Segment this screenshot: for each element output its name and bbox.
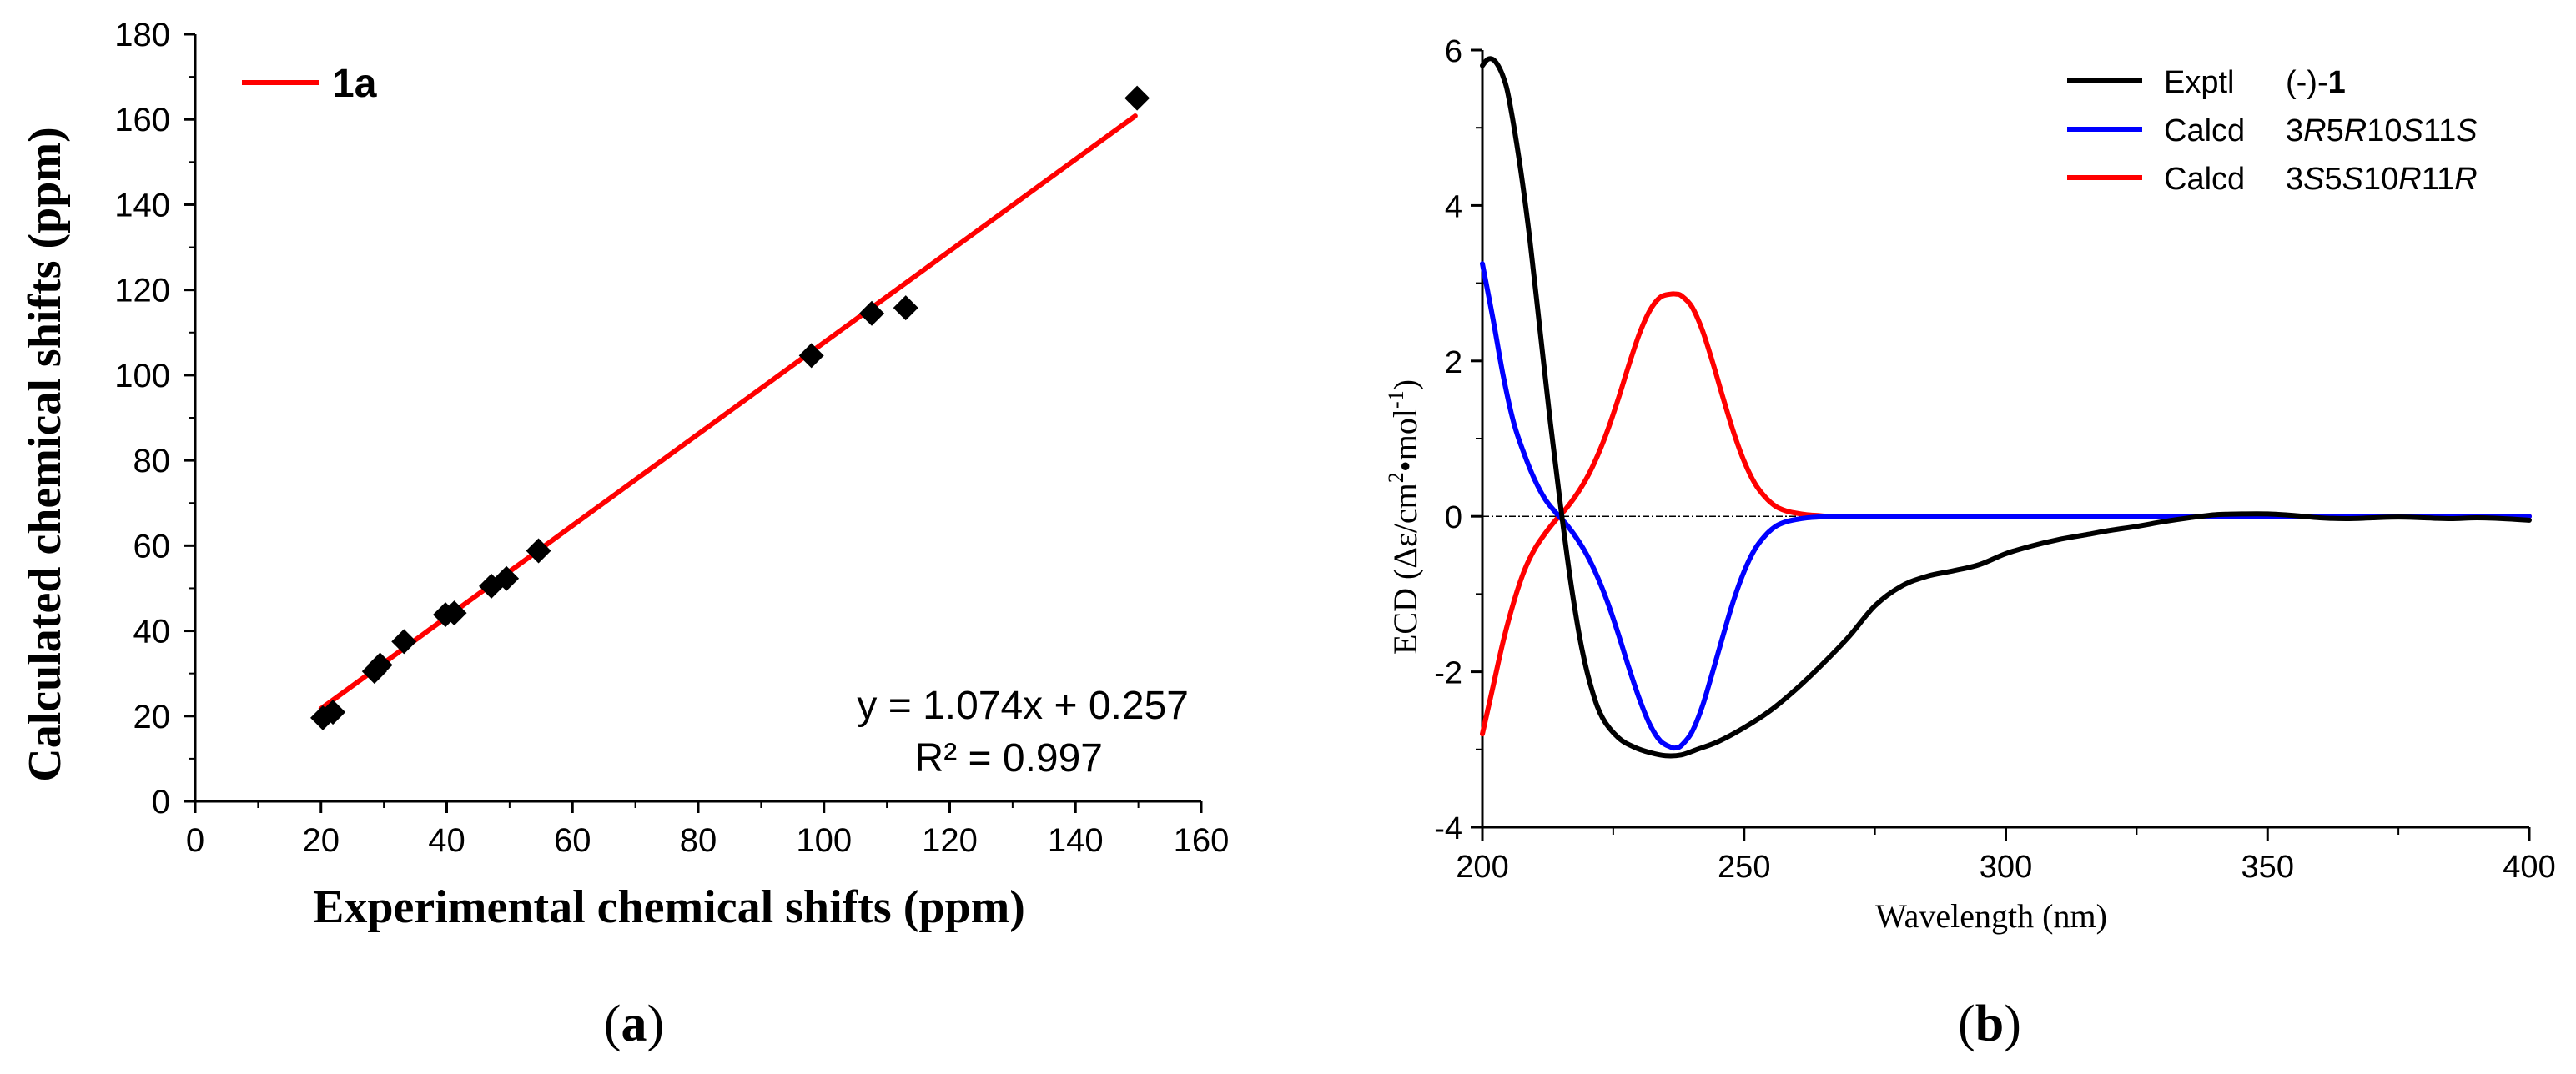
panel-a-y-tick-label: 100 <box>114 358 170 394</box>
panel-a-y-tick-label: 80 <box>133 443 171 479</box>
panel-a-data-points <box>310 85 1150 730</box>
panel-b-x-axis-title: Wavelength (nm) <box>1875 897 2107 935</box>
panel-a-x-tick-label: 160 <box>1174 822 1230 859</box>
panel-b-legend-label-part: 3 <box>2286 113 2303 148</box>
panel-b-series-line-exptl <box>1480 56 2532 759</box>
panel-b-legend-label-part: R <box>2303 113 2326 148</box>
panel-b-legend-label-calcd_b: 3S5S10R11R <box>2286 162 2478 197</box>
panel-a-data-point <box>391 629 417 655</box>
panel-b-legend-label-part: R <box>2454 162 2477 197</box>
panel-a-x-tick-label: 100 <box>796 822 852 859</box>
panel-a-x-axis-title: Experimental chemical shifts (ppm) <box>313 881 1025 933</box>
panel-b-legend-label-part: S <box>2456 113 2477 148</box>
panel-a-letter: a <box>621 996 647 1052</box>
panel-a-data-point <box>494 565 520 591</box>
panel-a-legend: 1a <box>242 62 377 106</box>
panel-b-letter: b <box>1975 996 2004 1052</box>
panel-a-y-tick-label: 120 <box>114 273 170 309</box>
panel-a-data-point <box>1124 85 1150 111</box>
panel-b-legend-name-calcd_a: Calcd <box>2164 113 2245 148</box>
panel-b-legend-label-part: 3 <box>2286 162 2303 197</box>
panel-a-y-axis-title: Calculated chemical shifts (ppm) <box>19 127 71 782</box>
panel-b-series-lines <box>1480 56 2532 759</box>
panel-b-legend-label-part: 10 <box>2363 162 2398 197</box>
panel-a-chart: 0 20 40 60 80 100 120 140 160 0 20 40 60 80 100 120 140… <box>19 17 1229 1052</box>
panel-a-data-point <box>367 652 393 678</box>
panel-a-data-point <box>798 343 824 369</box>
panel-b-label: (b) <box>1958 996 2021 1052</box>
panel-a-data-point <box>320 700 346 725</box>
panel-a-y-tick-label: 160 <box>114 102 170 138</box>
panel-a-fit-equation: y = 1.074x + 0.257 <box>857 684 1189 728</box>
panel-a-y-tick-label: 40 <box>133 614 171 650</box>
panel-b-legend-label-part: 11 <box>2422 162 2454 197</box>
panel-a-x-tick-labels: 0 20 40 60 80 100 120 140 160 <box>186 822 1230 859</box>
panel-b-legend-label-part: S <box>2402 113 2423 148</box>
panel-a-y-tick-label: 0 <box>152 784 170 821</box>
panel-a-x-tick-label: 20 <box>303 822 340 859</box>
panel-b-x-tick-label: 300 <box>1980 850 2032 885</box>
panel-b-legend-name-exptl: Exptl <box>2164 65 2234 100</box>
panel-b-chart: 200 250 300 350 400 -4 -2 0 2 4 6 Wavelength (nm)… <box>1384 34 2556 1052</box>
panel-b-legend-label-exptl: (-)-1 <box>2286 65 2346 100</box>
panel-b-legend-label-part: 1 <box>2328 65 2346 100</box>
panel-a-x-tick-label: 80 <box>680 822 717 859</box>
panel-b-x-tick-label: 200 <box>1456 850 1508 885</box>
panel-b-legend-label-part: (-)- <box>2286 65 2328 100</box>
panel-b-x-tick-label: 350 <box>2241 850 2294 885</box>
panel-a-label: (a) <box>604 996 664 1052</box>
panel-a-legend-label: 1a <box>332 62 377 106</box>
panel-b-legend-label-part: 5 <box>2327 113 2344 148</box>
panel-b-y-tick-label: -4 <box>1434 811 1462 846</box>
panel-b-x-tick-labels: 200 250 300 350 400 <box>1456 850 2555 885</box>
panel-b-legend-label-calcd_a: 3R5R10S11S <box>2286 113 2478 148</box>
panel-b-y-tick-labels: -4 -2 0 2 4 6 <box>1434 34 1462 846</box>
panel-b-y-tick-label: 2 <box>1445 345 1462 380</box>
panel-a-data-point <box>859 300 885 326</box>
panel-b-x-tick-label: 250 <box>1718 850 1770 885</box>
panel-b-x-tick-label: 400 <box>2503 850 2555 885</box>
panel-a-y-tick-labels: 0 20 40 60 80 100 120 140 160 180 <box>114 17 170 821</box>
panel-a-data-point <box>441 600 467 626</box>
panel-b-legend-label-part: 5 <box>2325 162 2342 197</box>
panel-a-axes <box>184 33 1203 813</box>
panel-b-legend-label-part: R <box>2398 162 2421 197</box>
panel-a-r-squared: R² = 0.997 <box>915 736 1103 780</box>
panel-a-y-tick-label: 60 <box>133 528 171 565</box>
panel-a-x-tick-label: 140 <box>1048 822 1104 859</box>
panel-b-y-tick-label: 0 <box>1445 500 1462 535</box>
panel-b-y-tick-label: 4 <box>1445 189 1462 224</box>
panel-b-legend-label-part: S <box>2303 162 2324 197</box>
panel-a-x-tick-label: 0 <box>186 822 204 859</box>
panel-b-legend-label-part: 10 <box>2367 113 2402 148</box>
panel-a-y-tick-label: 140 <box>114 187 170 223</box>
panel-a-x-tick-label: 120 <box>922 822 978 859</box>
panel-a-x-tick-label: 60 <box>554 822 591 859</box>
panel-b-legend-label-part: S <box>2342 162 2363 197</box>
panel-a-data-point <box>893 295 918 321</box>
panel-b-axes <box>1471 48 2531 841</box>
panel-a-x-tick-label: 40 <box>428 822 465 859</box>
panel-b-legend-label-part: 11 <box>2423 113 2456 148</box>
panel-b-legend-name-calcd_b: Calcd <box>2164 162 2245 197</box>
panel-a-y-tick-label: 180 <box>114 17 170 53</box>
panel-b-legend-label-part: R <box>2344 113 2367 148</box>
panel-b-y-tick-label: 6 <box>1445 34 1462 69</box>
panel-a-data-point <box>526 538 551 564</box>
panel-b-y-axis-title: ECD (Δε/cm2•mol-1) <box>1384 379 1424 655</box>
panel-b-y-tick-label: -2 <box>1434 656 1462 691</box>
panel-a-y-tick-label: 20 <box>133 699 171 735</box>
